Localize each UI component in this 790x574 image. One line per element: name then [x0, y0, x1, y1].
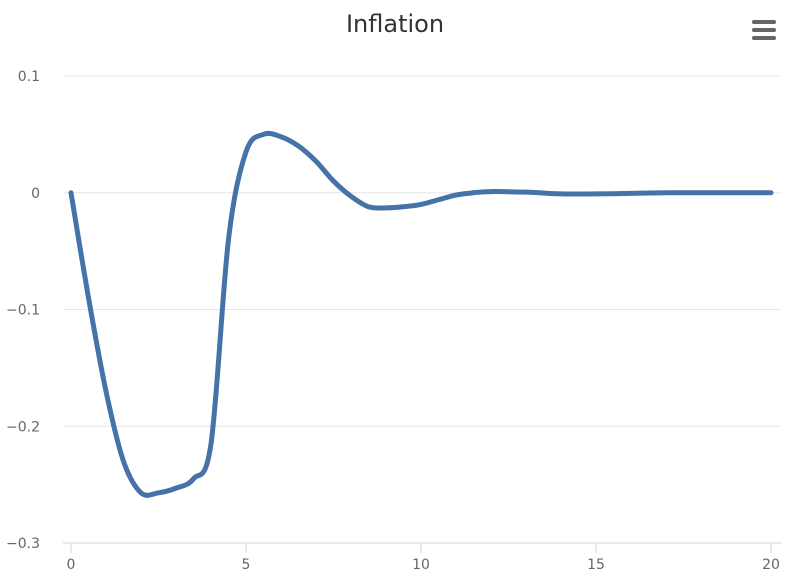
- y-tick-label: −0.2: [6, 419, 40, 435]
- y-tick-label: 0.1: [18, 69, 40, 85]
- x-tick-label: 10: [412, 557, 430, 573]
- series-group: [68, 130, 774, 498]
- y-axis-labels: 0.1 0 −0.1 −0.2 −0.3: [6, 69, 40, 552]
- chart-menu-button[interactable]: [746, 14, 782, 46]
- menu-bar-icon: [752, 36, 776, 40]
- gridlines: [63, 75, 781, 427]
- x-tick-label: 0: [67, 557, 76, 573]
- chart-title: Inflation: [346, 10, 444, 38]
- menu-bar-icon: [752, 28, 776, 32]
- x-tick-label: 20: [762, 557, 780, 573]
- series-line[interactable]: [68, 130, 774, 498]
- x-tick-label: 5: [242, 557, 251, 573]
- x-tick-label: 15: [587, 557, 605, 573]
- y-tick-label: −0.1: [6, 303, 40, 319]
- y-tick-label: 0: [31, 186, 40, 202]
- x-axis: [63, 542, 781, 553]
- y-tick-label: −0.3: [6, 536, 40, 552]
- menu-bar-icon: [752, 20, 776, 24]
- x-axis-labels: 0 5 10 15 20: [67, 557, 780, 573]
